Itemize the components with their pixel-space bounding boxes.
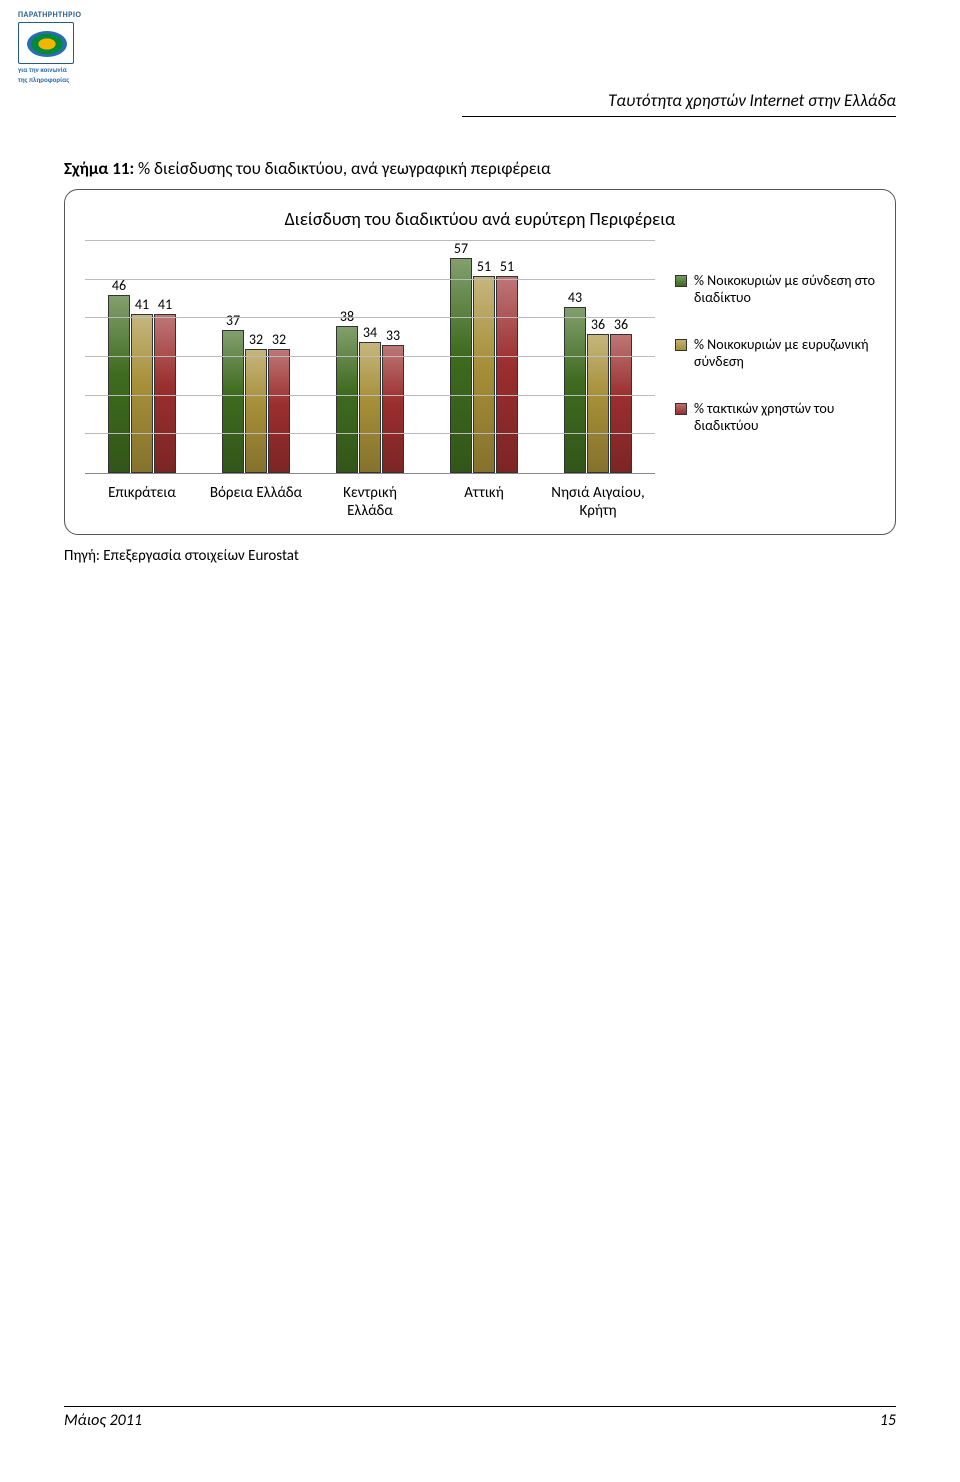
bar-group: 37 32 32 [222, 242, 290, 473]
bar-wrap: 51 [496, 242, 518, 473]
caption-label: Σχήμα 11: [64, 158, 134, 179]
figure-caption: Σχήμα 11: % διείσδυσης του διαδικτύου, α… [64, 158, 896, 179]
bar-wrap: 32 [268, 242, 290, 473]
legend: % Νοικοκυριών με σύνδεση στο διαδίκτυο % … [655, 272, 875, 520]
legend-label: % τακτικών χρηστών του διαδικτύου [694, 400, 875, 434]
bar [268, 349, 290, 473]
logo-title: ΠΑΡΑΤΗΡΗΤΗΡΙΟ [18, 10, 108, 20]
bar-group: 43 36 36 [564, 242, 632, 473]
bar-value-label: 51 [477, 260, 491, 274]
legend-label: % Νοικοκυριών με ευρυζωνική σύνδεση [694, 336, 875, 370]
bar [473, 276, 495, 473]
bar-wrap: 36 [587, 242, 609, 473]
chart-title: Διείσδυση του διαδικτύου ανά ευρύτερη Πε… [85, 208, 875, 230]
bar-group: 46 41 41 [108, 242, 176, 473]
logo-text-2: της πληροφορίας [18, 76, 108, 84]
legend-swatch [675, 339, 687, 351]
content: Σχήμα 11: % διείσδυσης του διαδικτύου, α… [64, 158, 896, 565]
eye-icon [27, 31, 67, 57]
bar-groups: 46 41 41 37 32 32 38 34 33 57 51 51 43 36 36 [85, 242, 655, 473]
bar [336, 326, 358, 473]
logo: ΠΑΡΑΤΗΡΗΤΗΡΙΟ για την κοινωνία της πληρο… [18, 10, 108, 83]
bar-value-label: 36 [614, 318, 628, 332]
grid-area: 46 41 41 37 32 32 38 34 33 57 51 51 43 36 36 [85, 242, 655, 474]
bar [382, 345, 404, 473]
bar-group: 57 51 51 [450, 242, 518, 473]
bar-value-label: 36 [591, 318, 605, 332]
chart-body: 46 41 41 37 32 32 38 34 33 57 51 51 43 36 36 Επικράτει… [85, 242, 875, 520]
page-number: 15 [880, 1411, 896, 1430]
x-axis-label: Βόρεια Ελλάδα [199, 484, 313, 520]
bar-value-label: 41 [135, 298, 149, 312]
footer-date: Μάιος 2011 [64, 1411, 142, 1430]
bar-value-label: 33 [386, 329, 400, 343]
x-axis-label: Αττική [427, 484, 541, 520]
bar [450, 258, 472, 473]
bar-group: 38 34 33 [336, 242, 404, 473]
bar [245, 349, 267, 473]
footer-rule [64, 1406, 896, 1407]
bar [222, 330, 244, 473]
bar-wrap: 34 [359, 242, 381, 473]
legend-label: % Νοικοκυριών με σύνδεση στο διαδίκτυο [694, 272, 875, 306]
bar [496, 276, 518, 473]
bar-wrap: 57 [450, 242, 472, 473]
bar-value-label: 43 [568, 291, 582, 305]
bar-wrap: 33 [382, 242, 404, 473]
logo-text-1: για την κοινωνία [18, 66, 108, 74]
legend-swatch [675, 403, 687, 415]
bar-value-label: 46 [112, 279, 126, 293]
figure-source: Πηγή: Επεξεργασία στοιχείων Eurostat [64, 547, 896, 565]
caption-text: % διείσδυσης του διαδικτύου, ανά γεωγραφ… [134, 158, 551, 179]
bar-value-label: 57 [454, 242, 468, 256]
legend-item: % Νοικοκυριών με ευρυζωνική σύνδεση [675, 336, 875, 370]
bar-wrap: 32 [245, 242, 267, 473]
bar-wrap: 37 [222, 242, 244, 473]
bar [359, 342, 381, 473]
bar-wrap: 38 [336, 242, 358, 473]
legend-item: % Νοικοκυριών με σύνδεση στο διαδίκτυο [675, 272, 875, 306]
gridline [85, 279, 655, 280]
bar-wrap: 41 [154, 242, 176, 473]
x-axis-label: ΚεντρικήΕλλάδα [313, 484, 427, 520]
bar [587, 334, 609, 473]
bar [564, 307, 586, 473]
bar [108, 295, 130, 473]
bar [610, 334, 632, 473]
bar-wrap: 51 [473, 242, 495, 473]
chart-container: Διείσδυση του διαδικτύου ανά ευρύτερη Πε… [64, 189, 896, 535]
plot-area: 46 41 41 37 32 32 38 34 33 57 51 51 43 36 36 Επικράτει… [85, 242, 655, 520]
bar-value-label: 34 [363, 326, 377, 340]
legend-swatch [675, 275, 687, 287]
footer: Μάιος 2011 15 [64, 1406, 896, 1430]
bar-value-label: 32 [272, 333, 286, 347]
legend-item: % τακτικών χρηστών του διαδικτύου [675, 400, 875, 434]
gridline [85, 240, 655, 241]
bar-value-label: 41 [158, 298, 172, 312]
gridline [85, 433, 655, 434]
bar-wrap: 36 [610, 242, 632, 473]
header-rule [462, 116, 896, 117]
logo-image [18, 22, 74, 64]
x-axis-labels: ΕπικράτειαΒόρεια ΕλλάδαΚεντρικήΕλλάδαΑττ… [85, 484, 655, 520]
gridline [85, 317, 655, 318]
x-axis-label: Επικράτεια [85, 484, 199, 520]
bar-value-label: 32 [249, 333, 263, 347]
bar-value-label: 37 [226, 314, 240, 328]
bar-wrap: 41 [131, 242, 153, 473]
x-axis-label: Νησιά Αιγαίου,Κρήτη [541, 484, 655, 520]
gridline [85, 395, 655, 396]
gridline [85, 356, 655, 357]
document-title: Ταυτότητα χρηστών Internet στην Ελλάδα [608, 90, 896, 111]
bar-wrap: 43 [564, 242, 586, 473]
bar-value-label: 51 [500, 260, 514, 274]
page: ΠΑΡΑΤΗΡΗΤΗΡΙΟ για την κοινωνία της πληρο… [0, 0, 960, 1482]
bar-wrap: 46 [108, 242, 130, 473]
